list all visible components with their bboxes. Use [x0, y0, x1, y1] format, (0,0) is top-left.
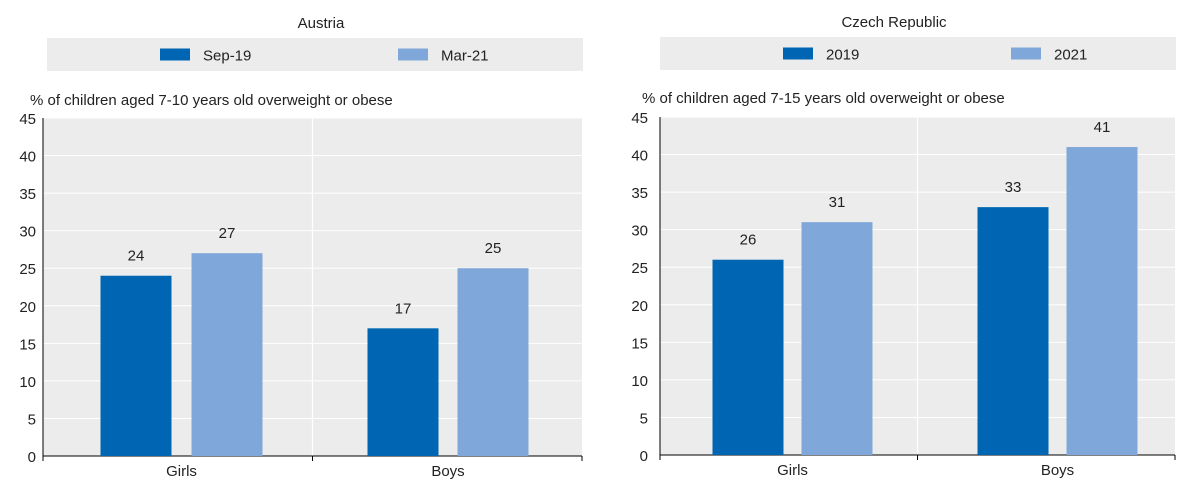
data-label: 26	[740, 232, 757, 249]
y-tick-label: 5	[28, 411, 36, 428]
y-tick-label: 40	[631, 148, 648, 165]
y-tick-label: 25	[19, 261, 36, 278]
y-tick-label: 35	[631, 185, 648, 202]
x-tick-label: Girls	[166, 463, 197, 480]
legend-label: 2021	[1054, 47, 1087, 64]
bar-boys-1	[977, 207, 1049, 455]
legend-swatch	[398, 48, 428, 61]
y-tick-label: 40	[19, 149, 36, 166]
bar-girls-1	[100, 275, 172, 456]
y-tick-label: 10	[631, 373, 648, 390]
legend-swatch	[783, 47, 813, 60]
y-axis-label: % of children aged 7-10 years old overwe…	[30, 92, 393, 109]
chart-title: Czech Republic	[841, 14, 947, 31]
data-label: 24	[128, 248, 145, 265]
x-tick-label: Boys	[1041, 462, 1074, 479]
bar-boys-2	[457, 268, 529, 456]
legend-label: Mar-21	[441, 48, 489, 65]
bar-girls-2	[801, 222, 873, 455]
x-tick-label: Boys	[431, 463, 464, 480]
bar-girls-1	[712, 259, 784, 455]
bar-girls-2	[191, 253, 263, 456]
y-tick-label: 0	[28, 449, 36, 466]
legend-label: Sep-19	[203, 48, 251, 65]
y-tick-label: 15	[19, 336, 36, 353]
y-tick-label: 30	[631, 223, 648, 240]
x-tick-label: Girls	[777, 462, 808, 479]
bar-boys-2	[1066, 147, 1138, 456]
chart-panel-2: Czech Republic 2019 2021 % of children aged…	[631, 14, 1176, 479]
y-tick-label: 5	[640, 410, 648, 427]
y-tick-label: 15	[631, 335, 648, 352]
legend-box	[660, 37, 1176, 70]
y-tick-label: 45	[19, 111, 36, 128]
y-tick-label: 30	[19, 224, 36, 241]
data-label: 31	[829, 194, 846, 211]
data-label: 25	[485, 240, 502, 257]
y-tick-label: 0	[640, 448, 648, 465]
data-label: 17	[395, 300, 412, 317]
y-axis-label: % of children aged 7-15 years old overwe…	[642, 90, 1005, 107]
data-label: 41	[1094, 119, 1111, 136]
data-label: 27	[219, 225, 236, 242]
chart-panel-1: Austria Sep-19 Mar-21 % of children aged 7-…	[19, 15, 583, 480]
legend-swatch	[1011, 47, 1041, 60]
data-label: 33	[1005, 179, 1022, 196]
y-tick-label: 20	[631, 298, 648, 315]
legend-box	[47, 38, 583, 71]
chart-title: Austria	[298, 15, 345, 32]
bar-boys-1	[367, 328, 439, 456]
y-tick-label: 20	[19, 299, 36, 316]
y-tick-label: 45	[631, 110, 648, 127]
legend-label: 2019	[826, 47, 859, 64]
legend-swatch	[160, 48, 190, 61]
y-tick-label: 25	[631, 260, 648, 277]
y-tick-label: 35	[19, 186, 36, 203]
y-tick-label: 10	[19, 374, 36, 391]
